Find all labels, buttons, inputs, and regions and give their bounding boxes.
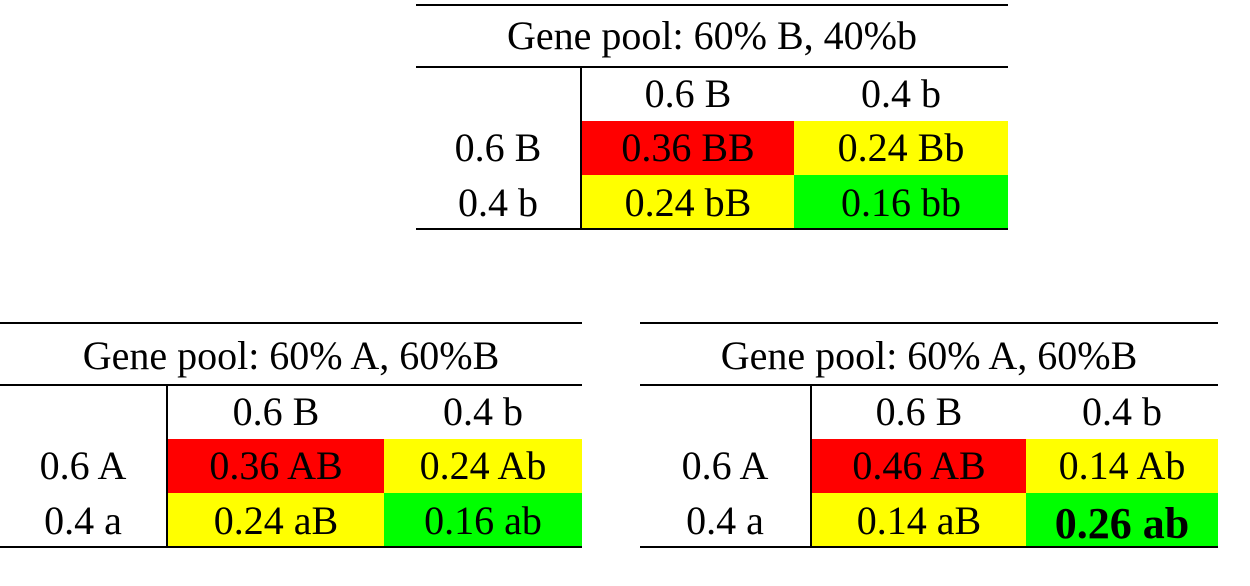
table-top-rule (416, 4, 1008, 6)
table-bottom-rule (416, 228, 1008, 230)
punnett-square-ab-observed: Gene pool: 60% A, 60%B 0.6 B 0.4 b 0.6 A… (640, 322, 1218, 548)
row-header: 0.6 A (39, 443, 127, 488)
column-header: 0.6 B (875, 389, 963, 434)
column-header: 0.6 B (644, 71, 732, 116)
genotype-cell-mixed: 0.24 Ab (384, 439, 582, 493)
genotype-cell-ab-dominant: 0.46 AB (812, 439, 1026, 493)
table-title: Gene pool: 60% B, 40%b (507, 13, 917, 58)
row-header: 0.6 B (454, 125, 542, 170)
row-header-divider (166, 384, 168, 548)
highlight-value: 0.26 ab (1054, 498, 1190, 548)
title-divider (0, 384, 582, 386)
genotype-cell-ab-recessive: 0.16 ab (384, 493, 582, 548)
table-title: Gene pool: 60% A, 60%B (82, 333, 500, 378)
title-divider (640, 384, 1218, 386)
table-title: Gene pool: 60% A, 60%B (720, 333, 1138, 378)
genotype-cell-heterozygous: 0.24 bB (582, 175, 794, 230)
title-divider (416, 66, 1008, 68)
genotype-cell-mixed: 0.14 aB (812, 493, 1026, 548)
column-header: 0.4 b (443, 389, 523, 434)
punnett-square-b: Gene pool: 60% B, 40%b 0.6 B 0.4 b 0.6 B… (416, 4, 1008, 230)
genotype-cell-ab-recessive-highlight: 0.26 ab (1026, 493, 1218, 548)
row-header: 0.4 a (686, 497, 764, 543)
punnett-square-ab-expected: Gene pool: 60% A, 60%B 0.6 B 0.4 b 0.6 A… (0, 322, 582, 548)
row-header: 0.4 a (44, 497, 122, 543)
row-header-divider (810, 384, 812, 548)
table-top-rule (0, 322, 582, 324)
column-header: 0.4 b (861, 71, 941, 116)
genotype-cell-bb-recessive: 0.16 bb (794, 175, 1008, 230)
column-header: 0.4 b (1082, 389, 1162, 434)
table-top-rule (640, 322, 1218, 324)
row-header: 0.4 b (458, 179, 538, 225)
table-bottom-rule (640, 546, 1218, 548)
genotype-cell-mixed: 0.14 Ab (1026, 439, 1218, 493)
table-bottom-rule (0, 546, 582, 548)
genotype-cell-ab-dominant: 0.36 AB (168, 439, 384, 493)
row-header: 0.6 A (681, 443, 769, 488)
genotype-cell-heterozygous: 0.24 Bb (794, 121, 1008, 175)
genotype-cell-bb-dominant: 0.36 BB (582, 121, 794, 175)
column-header: 0.6 B (232, 389, 320, 434)
genotype-cell-mixed: 0.24 aB (168, 493, 384, 548)
row-header-divider (580, 66, 582, 230)
